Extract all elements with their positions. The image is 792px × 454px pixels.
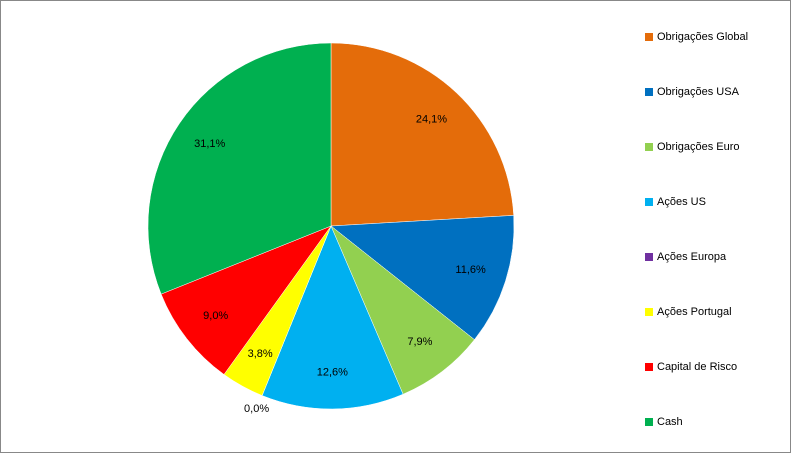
- data-label: 3,8%: [248, 348, 273, 360]
- legend-label: Capital de Risco: [657, 361, 737, 373]
- legend-label: Obrigações Euro: [657, 141, 740, 153]
- pie-slice: [147, 42, 332, 295]
- legend-swatch: [645, 198, 653, 206]
- legend-label: Obrigações USA: [657, 86, 740, 98]
- legend-swatch: [645, 88, 653, 96]
- legend-label: Ações Europa: [657, 251, 727, 263]
- legend-swatch: [645, 33, 653, 41]
- legend-label: Ações US: [657, 196, 706, 208]
- legend-swatch: [645, 308, 653, 316]
- data-label: 0,0%: [244, 403, 269, 415]
- legend-label: Cash: [657, 416, 683, 428]
- legend-swatch: [645, 143, 653, 151]
- pie-slice: [160, 225, 332, 375]
- data-label: 9,0%: [203, 310, 228, 322]
- data-label: 24,1%: [416, 113, 447, 125]
- data-label: 7,9%: [407, 336, 432, 348]
- data-label: 12,6%: [317, 366, 348, 378]
- legend-label: Ações Portugal: [657, 306, 732, 318]
- data-label: 31,1%: [194, 138, 225, 150]
- pie-slice: [330, 225, 475, 395]
- pie-slice: [330, 215, 515, 341]
- legend-swatch: [645, 253, 653, 261]
- pie-slice: [261, 225, 404, 410]
- legend-swatch: [645, 363, 653, 371]
- pie-slice: [330, 42, 514, 227]
- legend-swatch: [645, 418, 653, 426]
- data-label: 11,6%: [455, 264, 486, 276]
- legend-label: Obrigações Global: [657, 31, 748, 43]
